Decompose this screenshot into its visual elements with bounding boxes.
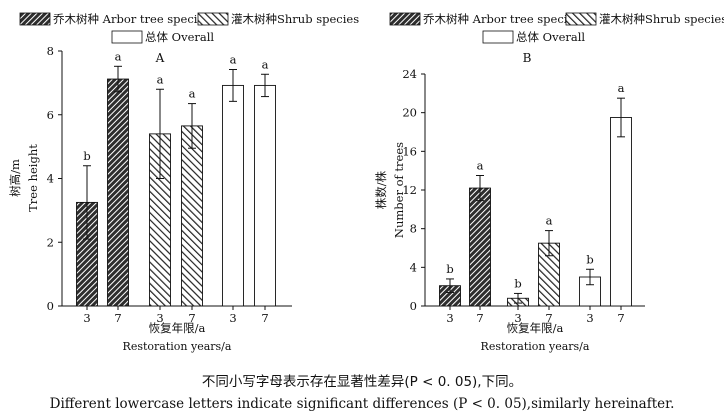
bar-shrub-7 bbox=[181, 125, 203, 307]
y-tick-label: 8 bbox=[47, 44, 54, 58]
y-tick-label: 2 bbox=[47, 235, 54, 249]
legend-label-shrub: 灌木树种Shrub species bbox=[599, 12, 724, 26]
x-tick-label: 3 bbox=[229, 311, 236, 325]
y-axis-label-chinese: 树高/m bbox=[8, 159, 22, 197]
y-tick-label: 6 bbox=[47, 108, 54, 122]
legend-label-arbor: 乔木树种 Arbor tree species bbox=[53, 12, 210, 26]
y-axis-label-chinese: 株数/株 bbox=[374, 170, 388, 209]
x-tick-label: 7 bbox=[261, 311, 268, 325]
x-tick-label: 3 bbox=[446, 311, 453, 325]
y-tick-label: 20 bbox=[402, 106, 417, 120]
x-tick-label: 3 bbox=[586, 311, 593, 325]
significance-letter: b bbox=[514, 276, 521, 290]
panel-a: 乔木树种 Arbor tree species 灌木树种Shrub species… bbox=[8, 12, 359, 353]
y-tick-label: 24 bbox=[402, 67, 417, 81]
x-tick-label: 3 bbox=[514, 311, 521, 325]
legend-swatch-arbor bbox=[19, 12, 51, 26]
significance-letter: a bbox=[189, 87, 196, 101]
significance-letter: b bbox=[586, 252, 593, 266]
caption-english: Different lowercase letters indicate sig… bbox=[49, 396, 675, 412]
y-axis-label-english: Number of trees bbox=[392, 142, 406, 238]
y-tick-label: 0 bbox=[47, 299, 54, 313]
chart-canvas: 乔木树种 Arbor tree species 灌木树种Shrub species… bbox=[8, 12, 724, 353]
legend-swatch-arbor bbox=[389, 12, 421, 26]
x-tick-label: 3 bbox=[156, 311, 163, 325]
caption-chinese: 不同小写字母表示存在显著性差异(P < 0. 05),下同。 bbox=[201, 374, 523, 390]
x-tick-label: 3 bbox=[83, 311, 90, 325]
legend-label-overall: 总体 Overall bbox=[145, 30, 214, 44]
significance-letter: a bbox=[157, 72, 164, 86]
legend: 乔木树种 Arbor tree species 灌木树种Shrub species… bbox=[389, 12, 724, 44]
y-axis-label-english: Tree height bbox=[26, 144, 40, 212]
legend-swatch-shrub bbox=[197, 12, 229, 26]
x-axis-label-chinese: 恢复年限/a bbox=[149, 321, 206, 335]
y-tick-label: 12 bbox=[402, 183, 417, 197]
x-axis-label-english: Restoration years/a bbox=[481, 340, 590, 353]
legend-label-arbor: 乔木树种 Arbor tree species bbox=[423, 12, 580, 26]
legend-swatch-shrub bbox=[565, 12, 597, 26]
bar-overall-7 bbox=[254, 84, 276, 307]
significance-letter: a bbox=[546, 214, 553, 228]
panel-label: A bbox=[155, 51, 165, 65]
significance-letter: a bbox=[115, 49, 122, 63]
legend-swatch-overall bbox=[482, 30, 514, 44]
significance-letter: a bbox=[262, 57, 269, 71]
x-tick-label: 7 bbox=[476, 311, 483, 325]
significance-letter: a bbox=[618, 81, 625, 95]
x-tick-label: 7 bbox=[114, 311, 121, 325]
significance-letter: a bbox=[230, 52, 237, 66]
bar-arbor-7 bbox=[469, 187, 491, 307]
significance-letter: b bbox=[446, 262, 453, 276]
bar-arbor-7 bbox=[107, 78, 129, 307]
legend: 乔木树种 Arbor tree species 灌木树种Shrub species… bbox=[19, 12, 359, 44]
x-tick-label: 7 bbox=[617, 311, 624, 325]
y-tick-label: 8 bbox=[410, 222, 417, 236]
x-tick-label: 7 bbox=[545, 311, 552, 325]
panel-b: 乔木树种 Arbor tree species 灌木树种Shrub species… bbox=[374, 12, 724, 353]
significance-letter: a bbox=[477, 159, 484, 173]
legend-label-overall: 总体 Overall bbox=[516, 30, 585, 44]
x-axis-label-chinese: 恢复年限/a bbox=[507, 321, 564, 335]
y-tick-label: 16 bbox=[402, 144, 417, 158]
y-tick-label: 4 bbox=[410, 260, 417, 274]
x-tick-label: 7 bbox=[188, 311, 195, 325]
x-axis-label-english: Restoration years/a bbox=[123, 340, 232, 353]
significance-letter: b bbox=[83, 149, 90, 163]
y-tick-label: 0 bbox=[410, 299, 417, 313]
bar-overall-3 bbox=[222, 84, 244, 307]
y-tick-label: 4 bbox=[47, 172, 54, 186]
bar-overall-7 bbox=[610, 117, 632, 307]
legend-swatch-overall bbox=[111, 30, 143, 44]
panel-label: B bbox=[523, 51, 532, 65]
legend-label-shrub: 灌木树种Shrub species bbox=[231, 12, 359, 26]
